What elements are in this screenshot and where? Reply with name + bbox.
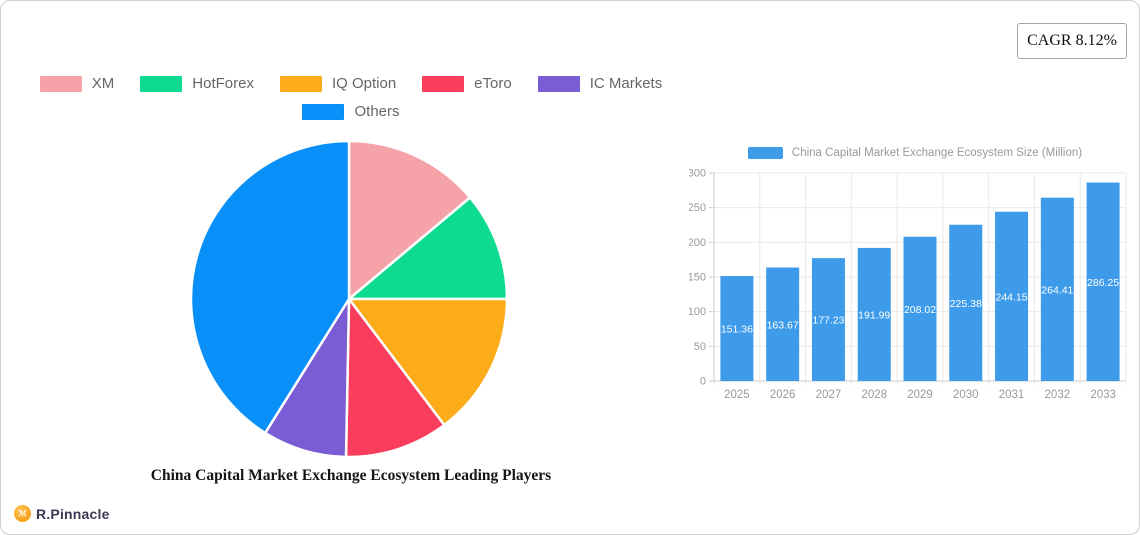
x-tick-label: 2032 <box>1045 389 1071 401</box>
y-tick-label: 100 <box>689 306 706 318</box>
bar-chart: 0 50 100 150 200 250 300 151.36 2025 163.67 2026 17… <box>689 168 1127 401</box>
x-tick-label: 2025 <box>724 389 750 401</box>
y-tick-label: 150 <box>689 272 706 284</box>
bar-2033[interactable] <box>1086 182 1120 381</box>
y-tick-label: 300 <box>689 168 706 180</box>
pie-legend-row: Others <box>1 103 701 120</box>
bar-2026[interactable] <box>766 267 800 381</box>
x-tick-label: 2031 <box>999 389 1025 401</box>
legend-label: IC Markets <box>589 75 663 92</box>
legend-swatch-icon <box>279 75 322 92</box>
bar-2029[interactable] <box>903 236 937 381</box>
legend-item-hotforex[interactable]: HotForex <box>140 75 254 92</box>
pie-slice-ic-markets[interactable] <box>263 297 351 459</box>
legend-item-xm[interactable]: XM <box>39 75 115 92</box>
bar-2027[interactable] <box>811 258 845 381</box>
x-tick-label: 2033 <box>1090 389 1116 401</box>
legend-swatch-icon <box>422 75 465 92</box>
bar-2025[interactable] <box>720 276 754 381</box>
pie-legend: XM HotForex IQ Option eToro IC Markets Others <box>1 75 701 120</box>
bar-value-label: 163.67 <box>767 319 799 331</box>
bar-2028[interactable] <box>857 247 891 381</box>
pie-chart <box>189 139 509 459</box>
pie-slice-xm[interactable] <box>347 139 472 301</box>
pie-slice-etoro[interactable] <box>344 297 446 459</box>
x-tick-label: 2030 <box>953 389 979 401</box>
legend-item-ic-markets[interactable]: IC Markets <box>537 75 663 92</box>
legend-label: IQ Option <box>331 75 397 92</box>
bar-legend-label: China Capital Market Exchange Ecosystem … <box>791 147 1083 159</box>
bar-value-label: 225.38 <box>950 298 982 310</box>
legend-label: eToro <box>474 75 512 92</box>
y-tick-label: 50 <box>694 341 706 353</box>
bar-value-label: 151.36 <box>721 324 753 336</box>
y-tick-label: 0 <box>700 376 706 388</box>
legend-swatch-icon <box>302 103 345 120</box>
legend-item-iq-option[interactable]: IQ Option <box>279 75 397 92</box>
legend-item-others[interactable]: Others <box>302 103 400 120</box>
cagr-label: CAGR 8.12% <box>1027 32 1117 49</box>
pie-slice-hotforex[interactable] <box>347 196 509 301</box>
pie-slice-others[interactable] <box>189 139 351 435</box>
brand-icon: ℳ <box>14 505 31 522</box>
brand-logo: ℳ R.Pinnacle <box>14 505 110 522</box>
bar-2032[interactable] <box>1040 197 1074 381</box>
y-tick-label: 200 <box>689 237 706 249</box>
bar-legend-swatch-icon <box>747 147 783 159</box>
bar-value-label: 286.25 <box>1087 277 1119 289</box>
legend-swatch-icon <box>537 75 580 92</box>
legend-item-etoro[interactable]: eToro <box>422 75 512 92</box>
bar-value-label: 177.23 <box>812 315 844 327</box>
legend-label: XM <box>91 75 115 92</box>
bar-value-label: 244.15 <box>995 291 1027 303</box>
x-tick-label: 2027 <box>816 389 842 401</box>
legend-label: Others <box>354 103 400 120</box>
bar-value-label: 264.41 <box>1041 284 1073 296</box>
pie-slice-iq-option[interactable] <box>347 297 509 427</box>
cagr-badge: CAGR 8.12% <box>1017 23 1127 59</box>
legend-swatch-icon <box>39 75 82 92</box>
bar-legend-item[interactable]: China Capital Market Exchange Ecosystem … <box>689 147 1139 159</box>
brand-name: R.Pinnacle <box>36 505 110 522</box>
pie-legend-row: XM HotForex IQ Option eToro IC Markets <box>1 75 701 92</box>
x-tick-label: 2026 <box>770 389 796 401</box>
pie-title: China Capital Market Exchange Ecosystem … <box>150 467 552 484</box>
legend-swatch-icon <box>140 75 183 92</box>
bar-2031[interactable] <box>995 211 1029 381</box>
x-tick-label: 2028 <box>861 389 887 401</box>
x-tick-label: 2029 <box>907 389 933 401</box>
legend-label: HotForex <box>192 75 254 92</box>
bar-value-label: 191.99 <box>858 309 890 321</box>
bar-value-label: 208.02 <box>904 304 936 316</box>
y-tick-label: 250 <box>689 202 706 214</box>
bar-2030[interactable] <box>949 224 983 381</box>
